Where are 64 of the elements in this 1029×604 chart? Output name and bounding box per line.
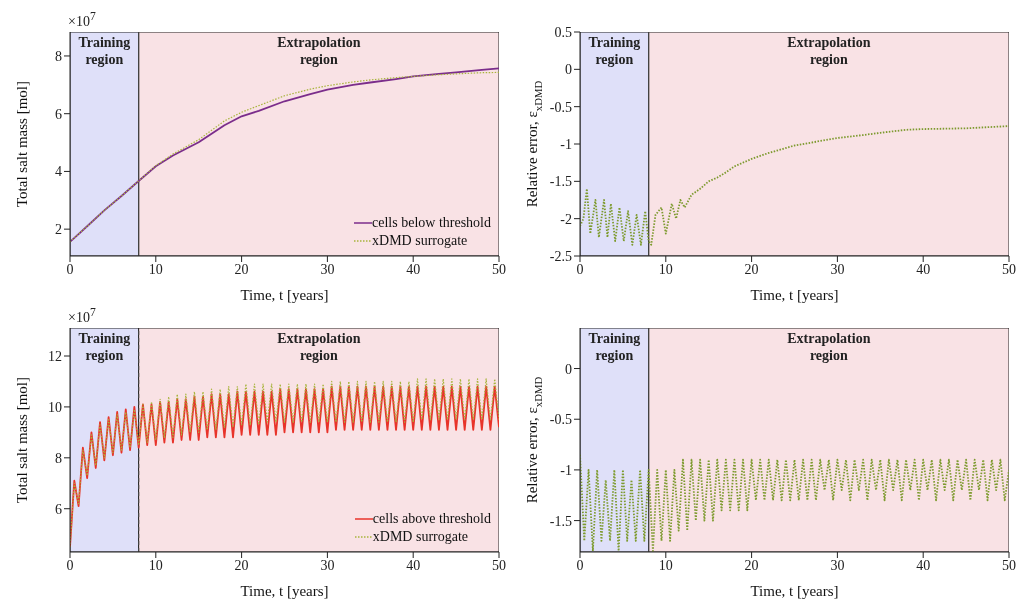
y-tick-label: 2 — [55, 222, 62, 238]
y-tick-label: 12 — [48, 348, 62, 364]
x-tick-label: 30 — [830, 557, 845, 573]
y-tick-label: -2 — [560, 211, 572, 227]
x-tick-label: 10 — [658, 261, 673, 277]
x-tick-label: 20 — [744, 557, 759, 573]
y-axis-title: Total salt mass [mol] — [14, 80, 31, 208]
y-tick-label: -2.5 — [549, 248, 572, 264]
x-tick-label: 50 — [492, 557, 506, 573]
x-tick-label: 0 — [576, 557, 584, 573]
y-tick-label: -1 — [560, 136, 572, 152]
line-series — [580, 125, 1009, 246]
band-label: Extrapolation region — [787, 35, 871, 67]
y-tick-label: 6 — [55, 501, 62, 517]
y-tick-label: 0.5 — [554, 24, 572, 40]
y-axis-title: Total salt mass [mol] — [14, 376, 31, 504]
y-tick-label: 8 — [55, 450, 62, 466]
x-tick-label: 20 — [234, 557, 249, 573]
x-tick-label: 20 — [234, 261, 249, 277]
x-tick-label: 10 — [658, 557, 673, 573]
band-label: Training region — [78, 35, 131, 67]
x-tick-label: 20 — [744, 261, 759, 277]
x-tick-label: 30 — [830, 261, 845, 277]
legend-label: cells below threshold — [372, 214, 491, 232]
y-tick-label: 4 — [55, 164, 62, 180]
x-axis-title: Time, t [years] — [750, 583, 839, 599]
y-tick-label: 10 — [48, 399, 62, 415]
legend-label: xDMD surrogate — [372, 528, 469, 546]
x-tick-label: 10 — [148, 261, 163, 277]
x-tick-label: 50 — [1002, 261, 1016, 277]
x-axis-title: Time, t [years] — [240, 583, 329, 599]
x-axis-title: Time, t [years] — [240, 287, 329, 303]
y-tick-label: -0.5 — [549, 412, 572, 428]
y-tick-label: 0 — [565, 62, 572, 78]
x-tick-label: 0 — [66, 261, 74, 277]
x-tick-label: 50 — [492, 261, 506, 277]
band-label: Extrapolation region — [277, 331, 361, 363]
x-tick-label: 0 — [576, 261, 584, 277]
legend-label: xDMD surrogate — [372, 232, 468, 250]
band-label: Training region — [588, 331, 641, 363]
text: ×10$^{7}$ — [68, 10, 96, 30]
y-tick-label: 8 — [55, 48, 62, 64]
text: ×10$^{7}$ — [68, 306, 96, 326]
x-tick-label: 30 — [320, 557, 335, 573]
legend-label: cells above threshold — [372, 510, 491, 528]
x-tick-label: 40 — [916, 261, 931, 277]
x-tick-label: 10 — [148, 557, 163, 573]
x-tick-label: 50 — [1002, 557, 1016, 573]
y-tick-label: 6 — [55, 106, 62, 122]
x-tick-label: 30 — [320, 261, 335, 277]
x-tick-label: 40 — [916, 557, 931, 573]
y-tick-label: -1.5 — [549, 513, 572, 529]
y-tick-label: -1.5 — [549, 174, 572, 190]
band-label: Training region — [588, 35, 641, 67]
band-label: Extrapolation region — [787, 331, 871, 363]
y-tick-label: -0.5 — [549, 99, 572, 115]
x-tick-label: 40 — [406, 261, 421, 277]
x-axis-title: Time, t [years] — [750, 287, 839, 303]
x-tick-label: 0 — [66, 557, 74, 573]
y-tick-label: -1 — [560, 462, 572, 478]
band-label: Extrapolation region — [277, 35, 361, 67]
x-tick-label: 40 — [406, 557, 421, 573]
y-tick-label: 0 — [565, 361, 572, 377]
band-label: Training region — [78, 331, 131, 363]
